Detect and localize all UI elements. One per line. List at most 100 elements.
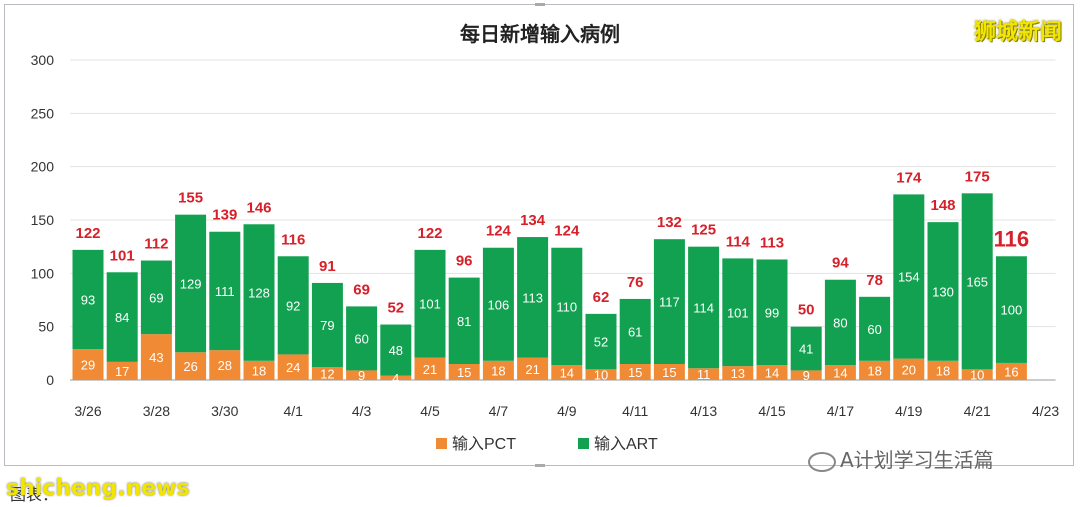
bar-pct [380, 375, 412, 380]
bar-pct [961, 369, 993, 380]
bar-art [243, 224, 275, 361]
data-label-total: 116 [994, 226, 1030, 251]
bar-art [380, 324, 412, 376]
bar-art [482, 247, 514, 361]
bar-art [277, 256, 309, 355]
x-tick-label: 4/23 [1032, 403, 1059, 419]
data-label-pct: 28 [218, 358, 232, 373]
data-label-pct: 13 [731, 366, 745, 381]
legend-label: 输入PCT [452, 435, 516, 453]
bar-art [961, 193, 993, 370]
data-label-total: 175 [965, 168, 990, 185]
data-label-art: 52 [594, 335, 608, 350]
data-label-art: 48 [389, 343, 403, 358]
data-label-pct: 10 [594, 368, 608, 383]
bar-pct [722, 366, 754, 380]
bar-pct [893, 358, 925, 380]
data-label-total: 96 [456, 253, 473, 270]
bar-art [140, 260, 172, 335]
data-label-total: 132 [657, 214, 682, 231]
data-label-art: 111 [215, 284, 235, 299]
data-label-total: 94 [832, 255, 849, 272]
data-label-art: 99 [765, 305, 779, 320]
data-label-pct: 14 [765, 366, 779, 381]
bar-pct [482, 360, 514, 380]
bar-art [585, 313, 617, 370]
data-label-total: 134 [520, 212, 546, 229]
bar-pct [243, 360, 275, 380]
data-label-total: 174 [896, 169, 922, 186]
data-label-total: 52 [387, 300, 404, 317]
data-label-pct: 18 [936, 363, 950, 378]
data-label-pct: 18 [491, 363, 505, 378]
data-label-total: 155 [178, 190, 203, 207]
data-label-pct: 9 [803, 368, 810, 383]
y-tick-label: 300 [31, 52, 55, 68]
bar-pct [859, 360, 891, 380]
resize-handle-bottom[interactable] [535, 464, 545, 467]
x-tick-label: 4/19 [895, 403, 922, 419]
data-label-art: 60 [354, 331, 368, 346]
data-label-art: 41 [799, 342, 813, 357]
data-label-art: 60 [867, 322, 881, 337]
data-label-total: 122 [75, 225, 100, 242]
x-tick-label: 4/21 [964, 403, 991, 419]
data-label-pct: 9 [358, 368, 365, 383]
bar-art [859, 296, 891, 361]
bar-pct [551, 365, 583, 380]
y-tick-label: 150 [31, 212, 55, 228]
bar-pct [448, 364, 480, 380]
data-label-pct: 14 [560, 366, 574, 381]
data-label-pct: 43 [149, 350, 163, 365]
bar-pct [790, 370, 822, 380]
data-label-total: 69 [353, 281, 370, 298]
resize-handle-top[interactable] [535, 3, 545, 6]
data-label-pct: 29 [81, 358, 95, 373]
data-label-art: 114 [693, 300, 714, 315]
x-tick-label: 4/9 [557, 403, 577, 419]
bar-art [824, 279, 856, 366]
data-label-pct: 15 [457, 365, 471, 380]
data-label-pct: 26 [183, 359, 197, 374]
data-label-total: 78 [866, 272, 883, 289]
data-label-art: 128 [248, 286, 270, 301]
data-label-art: 80 [833, 315, 847, 330]
data-label-pct: 10 [970, 368, 984, 383]
y-tick-label: 200 [31, 159, 55, 175]
x-tick-label: 3/28 [143, 403, 170, 419]
data-label-art: 130 [932, 284, 954, 299]
watermark-text: A计划学习生活篇 [840, 448, 994, 472]
data-label-art: 92 [286, 298, 300, 313]
data-label-art: 117 [659, 295, 680, 310]
x-tick-label: 4/5 [420, 403, 440, 419]
data-label-total: 62 [593, 289, 610, 306]
data-label-art: 69 [149, 290, 163, 305]
bar-art [790, 326, 822, 371]
bar-pct [106, 361, 138, 380]
data-label-art: 165 [966, 274, 988, 289]
data-label-art: 61 [628, 324, 642, 339]
legend-swatch [436, 438, 447, 449]
data-label-pct: 15 [628, 365, 642, 380]
y-tick-label: 250 [31, 105, 55, 121]
wechat-logo-icon [808, 451, 836, 472]
bar-art [448, 277, 480, 364]
data-label-art: 79 [320, 318, 334, 333]
data-label-pct: 17 [115, 364, 129, 379]
data-label-pct: 4 [392, 371, 399, 386]
data-label-art: 93 [81, 292, 95, 307]
data-label-total: 124 [486, 223, 512, 240]
data-label-total: 101 [110, 247, 135, 264]
bar-art [927, 222, 959, 361]
bar-art [653, 239, 685, 364]
bar-art [551, 247, 583, 366]
bar-art [619, 298, 651, 364]
bar-pct [175, 352, 207, 380]
data-label-pct: 14 [833, 366, 847, 381]
wechat-watermark: A计划学习生活篇 [808, 444, 994, 473]
data-label-total: 112 [144, 236, 168, 253]
legend-swatch [578, 438, 589, 449]
data-label-pct: 24 [286, 360, 300, 375]
data-label-art: 84 [115, 310, 129, 325]
bar-art [414, 249, 446, 358]
